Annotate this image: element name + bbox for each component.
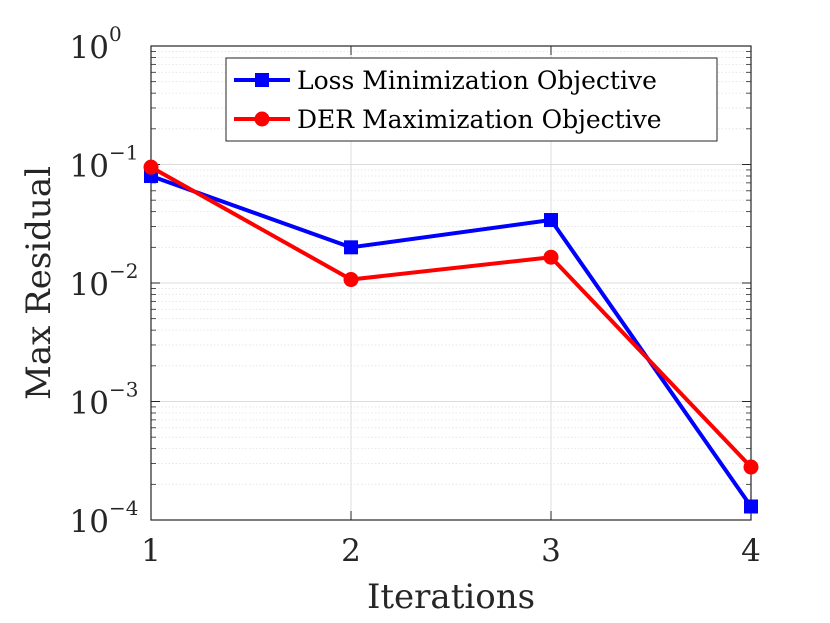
legend-entry: Loss Minimization Objective [234, 66, 657, 95]
y-tick-exponent: −4 [109, 496, 138, 520]
y-tick-base: 10 [70, 386, 109, 422]
x-tick-label: 2 [341, 533, 361, 569]
series-line [150, 174, 753, 508]
x-axis-title: Iterations [367, 577, 535, 617]
data-point-square [344, 240, 358, 255]
legend-marker-circle [254, 111, 270, 127]
legend-marker-square [255, 73, 269, 87]
y-tick-exponent: −2 [109, 259, 138, 283]
x-tick-label: 1 [141, 533, 161, 569]
y-tick-label: 10 [70, 386, 109, 422]
y-tick-exponent: 0 [109, 22, 122, 46]
axis-ticks: 10 010 −110 −210 −310 −41 2 3 4 [70, 22, 761, 569]
data-point-square [544, 213, 558, 228]
y-tick-label: 10 [70, 30, 109, 66]
y-tick-exponent: −1 [109, 141, 138, 165]
data-point-circle [343, 272, 359, 288]
y-tick-exponent: −3 [109, 378, 138, 402]
legend-entry: DER Maximization Objective [234, 105, 662, 134]
y-tick-base: 10 [70, 149, 109, 185]
series-loss-minimization [144, 168, 758, 514]
legend-label: Loss Minimization Objective [297, 66, 657, 95]
series [143, 159, 759, 514]
series-line [150, 165, 753, 469]
data-point-circle [743, 459, 759, 475]
y-tick-label: 10 [70, 504, 109, 540]
data-point-square [744, 499, 758, 514]
data-point-circle [543, 249, 559, 265]
y-axis-title: Max Residual [19, 166, 59, 400]
y-tick-base: 10 [70, 267, 109, 303]
legend: Loss Minimization Objective DER Maximizat… [225, 57, 718, 142]
series-der-maximization [143, 159, 759, 475]
data-point-circle [143, 159, 159, 175]
y-tick-label: 10 [70, 267, 109, 303]
legend-label: DER Maximization Objective [297, 105, 662, 134]
y-tick-base: 10 [70, 504, 109, 540]
x-tick-label: 4 [741, 533, 761, 569]
y-tick-base: 10 [70, 30, 109, 66]
y-tick-label: 10 [70, 149, 109, 185]
x-tick-label: 3 [541, 533, 561, 569]
legend-box [225, 57, 718, 142]
